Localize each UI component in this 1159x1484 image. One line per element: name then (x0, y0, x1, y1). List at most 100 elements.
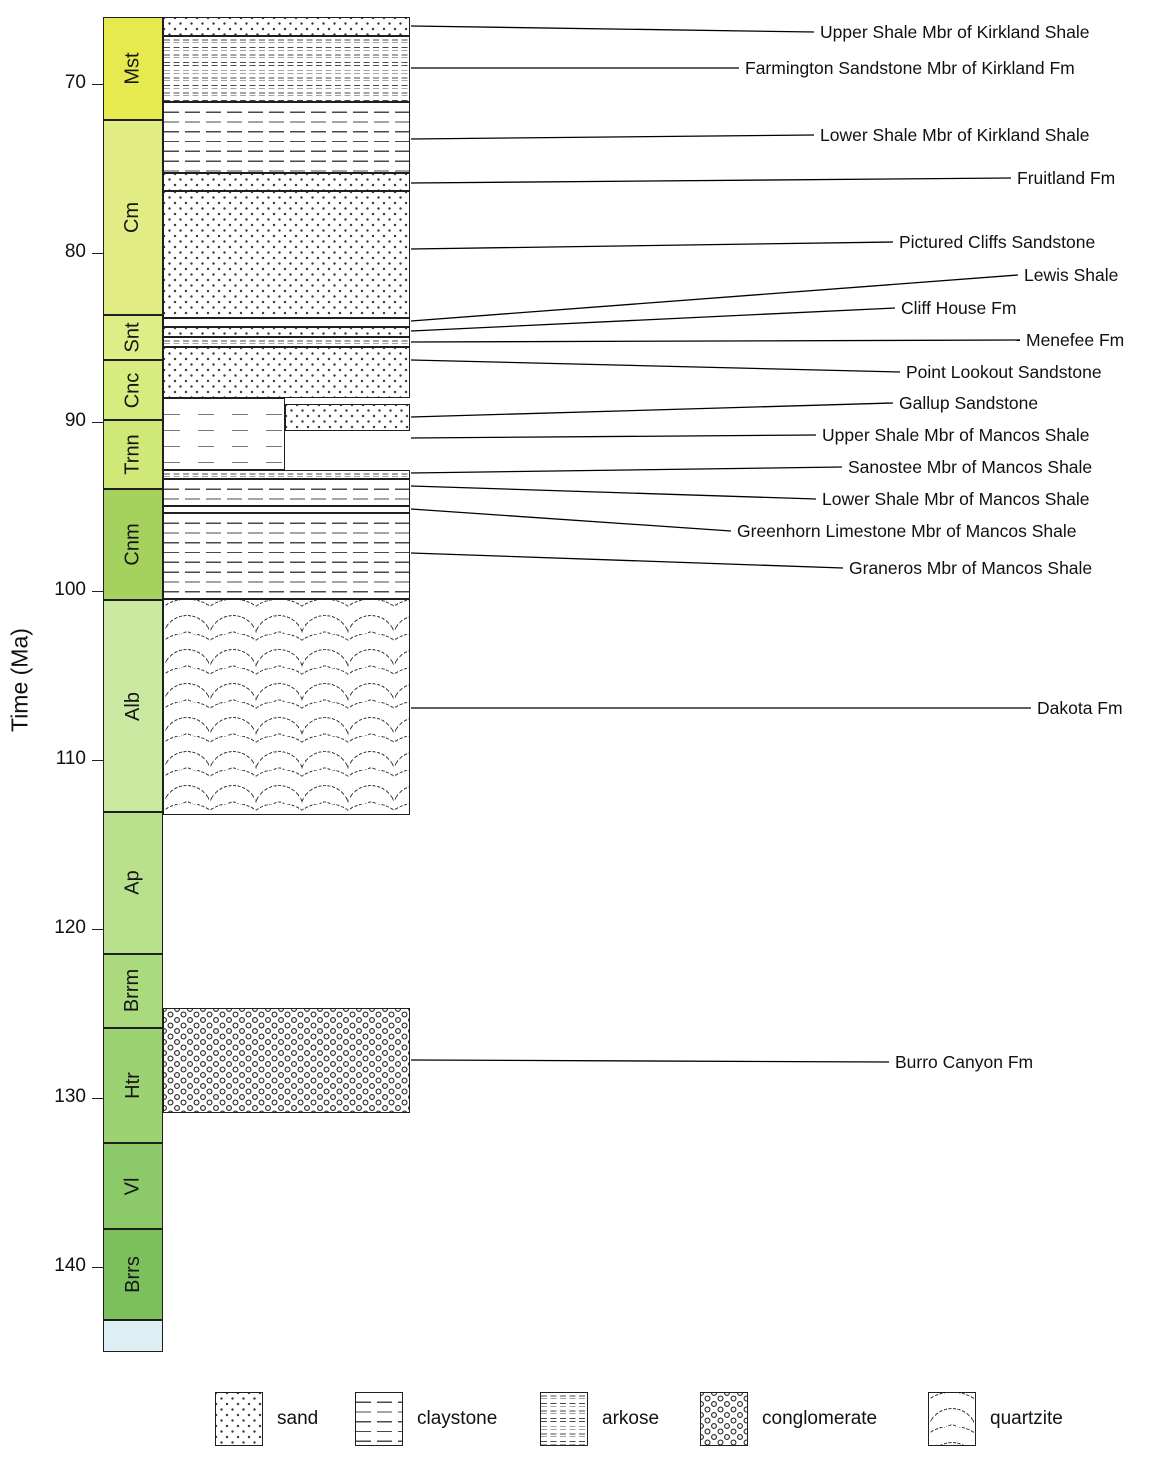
formation-label-dakota-fm: Dakota Fm (1037, 698, 1123, 718)
stage-label: Alb (121, 691, 144, 721)
stage-label: Cm (121, 202, 144, 234)
unit-lower-shale-mbr-of-kirkland-shale (163, 101, 410, 173)
formation-label-cliff-house-fm: Cliff House Fm (901, 298, 1017, 318)
unit-fruitland-fm (163, 172, 410, 192)
legend-label-conglomerate: conglomerate (762, 1408, 878, 1429)
formation-label-fruitland-fm: Fruitland Fm (1017, 168, 1116, 188)
stage-label: Cnc (121, 372, 144, 408)
formation-label-upper-shale-mbr-of-kirkland-shale: Upper Shale Mbr of Kirkland Shale (820, 22, 1090, 42)
leader-line-menefee-fm (410, 339, 1021, 343)
stage-label: Htr (121, 1072, 144, 1099)
leader-line-cliff-house-fm (410, 307, 896, 332)
y-axis-tick-label: 100 (54, 579, 86, 600)
unit-pictured-cliffs-sandstone (163, 191, 410, 319)
unit-graneros-mbr-of-mancos-shale (163, 512, 410, 599)
stage-label: Vl (121, 1177, 144, 1195)
unit-farmington-sandstone-mbr-of-kirkland-fm (163, 35, 410, 102)
formation-label-upper-shale-mbr-of-mancos-shale: Upper Shale Mbr of Mancos Shale (822, 425, 1090, 445)
stage-ap: Ap (103, 811, 163, 954)
legend-swatch-claystone (355, 1392, 403, 1446)
legend-label-quartzite: quartzite (990, 1408, 1063, 1429)
stage-cnc: Cnc (103, 360, 163, 420)
stage-htr: Htr (103, 1028, 163, 1143)
stage-snt: Snt (103, 314, 163, 361)
legend-swatch-conglomerate (700, 1392, 748, 1446)
formation-label-point-lookout-sandstone: Point Lookout Sandstone (906, 362, 1102, 382)
y-axis-tick-label: 140 (54, 1255, 86, 1276)
y-axis-title: Time (Ma) (6, 628, 33, 732)
unit-burro-canyon-fm (163, 1007, 410, 1113)
formation-label-lower-shale-mbr-of-mancos-shale: Lower Shale Mbr of Mancos Shale (822, 489, 1090, 509)
formation-label-lewis-shale: Lewis Shale (1024, 265, 1119, 285)
stage-label: Brrs (121, 1256, 144, 1294)
formation-label-lower-shale-mbr-of-kirkland-shale: Lower Shale Mbr of Kirkland Shale (820, 125, 1090, 145)
leader-line-graneros-mbr-of-mancos-shale (410, 552, 844, 569)
y-axis-tick-label: 90 (64, 410, 86, 431)
legend-label-arkose: arkose (602, 1408, 660, 1429)
formation-label-sanostee-mbr-of-mancos-shale: Sanostee Mbr of Mancos Shale (848, 457, 1093, 477)
formation-label-menefee-fm: Menefee Fm (1026, 330, 1125, 350)
y-axis-tick-label: 110 (55, 748, 86, 769)
leader-line-fruitland-fm (410, 177, 1012, 184)
y-axis-tick (92, 1267, 103, 1268)
y-axis-tick (92, 84, 103, 85)
y-axis-tick-label: 130 (54, 1086, 86, 1107)
stage-label: Trnn (121, 434, 144, 475)
unit-point-lookout-sandstone (163, 346, 410, 398)
stage-label: Ap (121, 870, 144, 895)
y-axis-tick-label: 80 (64, 241, 86, 262)
leader-line-sanostee-mbr-of-mancos-shale (410, 466, 843, 474)
unit-upper-shale-mbr-of-kirkland-shale (163, 17, 410, 36)
unit-menefee-fm (163, 336, 410, 347)
stage-alb: Alb (103, 600, 163, 812)
stage-brrs: Brrs (103, 1229, 163, 1321)
stage-trnn: Trnn (103, 419, 163, 489)
unit-gallup-sandstone (285, 404, 410, 432)
leader-line-lower-shale-mbr-of-kirkland-shale (410, 134, 815, 140)
y-axis-tick-label: 120 (54, 917, 86, 938)
formation-label-pictured-cliffs-sandstone: Pictured Cliffs Sandstone (899, 232, 1096, 252)
unit-upper-shale-mbr-of-mancos-shale (163, 397, 285, 471)
leader-line-upper-shale-mbr-of-kirkland-shale (410, 25, 815, 33)
leader-line-upper-shale-mbr-of-mancos-shale (410, 434, 817, 439)
unit-lower-shale-mbr-of-mancos-shale (163, 478, 410, 506)
stage-jurassic-box (103, 1320, 163, 1353)
leader-line-point-lookout-sandstone (410, 359, 901, 373)
leader-line-pictured-cliffs-sandstone (410, 241, 894, 250)
formation-label-gallup-sandstone: Gallup Sandstone (899, 393, 1039, 413)
unit-lewis-shale (163, 318, 410, 327)
legend-label-claystone: claystone (417, 1408, 498, 1429)
y-axis-tick (92, 253, 103, 254)
stage-cm: Cm (103, 120, 163, 315)
leader-line-lower-shale-mbr-of-mancos-shale (410, 485, 817, 500)
unit-greenhorn-limestone-mbr-of-mancos-shale (163, 505, 410, 513)
legend-swatch-sand (215, 1392, 263, 1446)
leader-line-gallup-sandstone (410, 402, 894, 418)
formation-label-burro-canyon-fm: Burro Canyon Fm (895, 1052, 1034, 1072)
y-axis-tick (92, 1098, 103, 1099)
stage-label: Snt (121, 322, 144, 353)
stage-cnm: Cnm (103, 488, 163, 601)
unit-cliff-house-fm (163, 326, 410, 337)
y-axis-tick (92, 929, 103, 930)
legend-swatch-arkose (540, 1392, 588, 1446)
y-axis-tick (92, 591, 103, 592)
legend-swatch-quartzite (928, 1392, 976, 1446)
stage-brrm: Brrm (103, 953, 163, 1029)
leader-line-greenhorn-limestone-mbr-of-mancos-shale (410, 508, 732, 532)
stage-label: Brrm (121, 969, 144, 1013)
y-axis-tick (92, 422, 103, 423)
y-axis-tick-label: 70 (64, 72, 86, 93)
leader-line-burro-canyon-fm (410, 1059, 890, 1063)
y-axis-tick (92, 760, 103, 761)
formation-label-graneros-mbr-of-mancos-shale: Graneros Mbr of Mancos Shale (849, 558, 1093, 578)
formation-label-greenhorn-limestone-mbr-of-mancos-shale: Greenhorn Limestone Mbr of Mancos Shale (737, 521, 1077, 541)
unit-dakota-fm (163, 598, 410, 816)
formation-label-farmington-sandstone-mbr-of-kirkland-fm: Farmington Sandstone Mbr of Kirkland Fm (745, 58, 1075, 78)
unit-sanostee-mbr-of-mancos-shale (163, 470, 410, 479)
legend-label-sand: sand (277, 1408, 319, 1429)
stage-label: Cnm (121, 523, 144, 566)
stage-mst: Mst (103, 17, 163, 121)
stage-label: Mst (121, 52, 144, 86)
